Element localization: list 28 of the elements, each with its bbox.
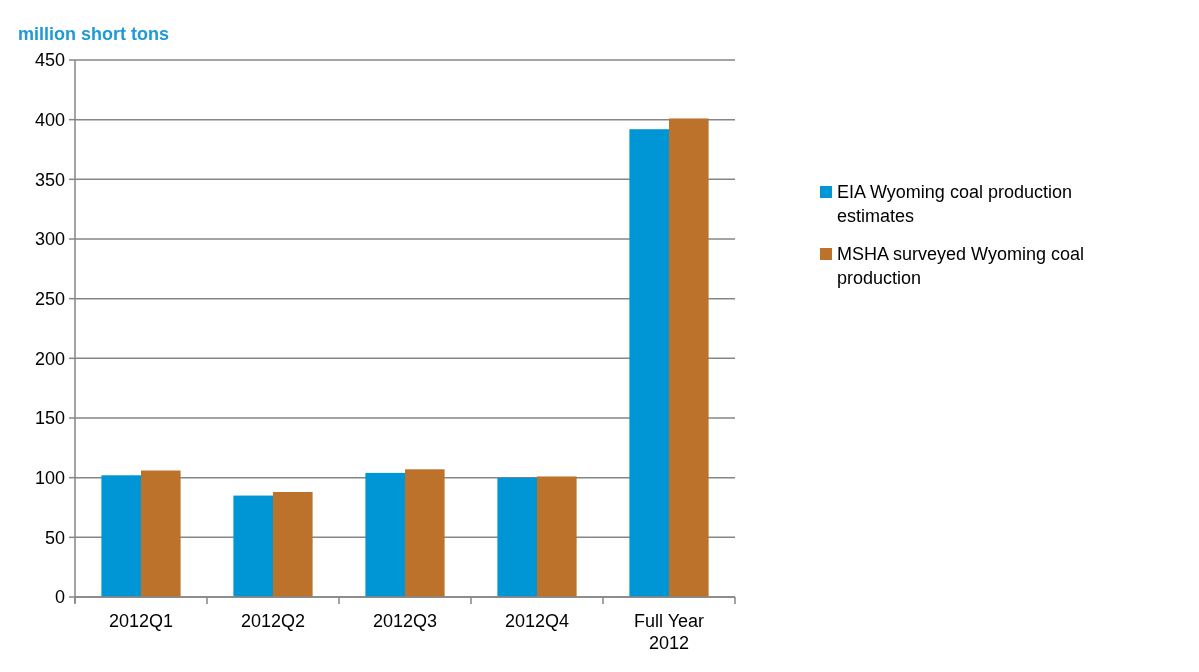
y-tick-label: 450 [34,50,65,71]
x-tick-label: 2012Q4 [504,611,570,631]
y-tick-label: 100 [34,467,65,488]
bar [365,472,405,597]
y-axis-title: million short tons [18,24,169,44]
bar [497,477,537,597]
x-tick-label: 2012Q3 [372,611,438,631]
legend-label: MSHA surveyed Wyoming coal production [837,244,1084,288]
bar [629,129,669,597]
x-tick-label: Full Year 2012 [633,611,705,653]
y-tick-label: 350 [34,169,65,190]
y-tick-label: 400 [34,109,65,130]
x-tick-label: 2012Q1 [108,611,174,631]
y-tick-label: 300 [34,229,65,250]
y-tick-label: 150 [34,408,65,429]
bar [101,475,141,597]
bar [233,495,273,597]
bar [273,491,313,597]
bar [141,470,181,597]
y-tick-label: 250 [34,288,65,309]
bar [669,118,709,597]
y-tick-label: 0 [54,587,65,608]
legend-label: EIA Wyoming coal production estimates [837,182,1072,226]
y-tick-label: 200 [34,348,65,369]
y-tick-label: 50 [44,527,65,548]
x-tick-label: 2012Q2 [240,611,306,631]
bar [537,476,577,597]
bar [405,469,445,597]
